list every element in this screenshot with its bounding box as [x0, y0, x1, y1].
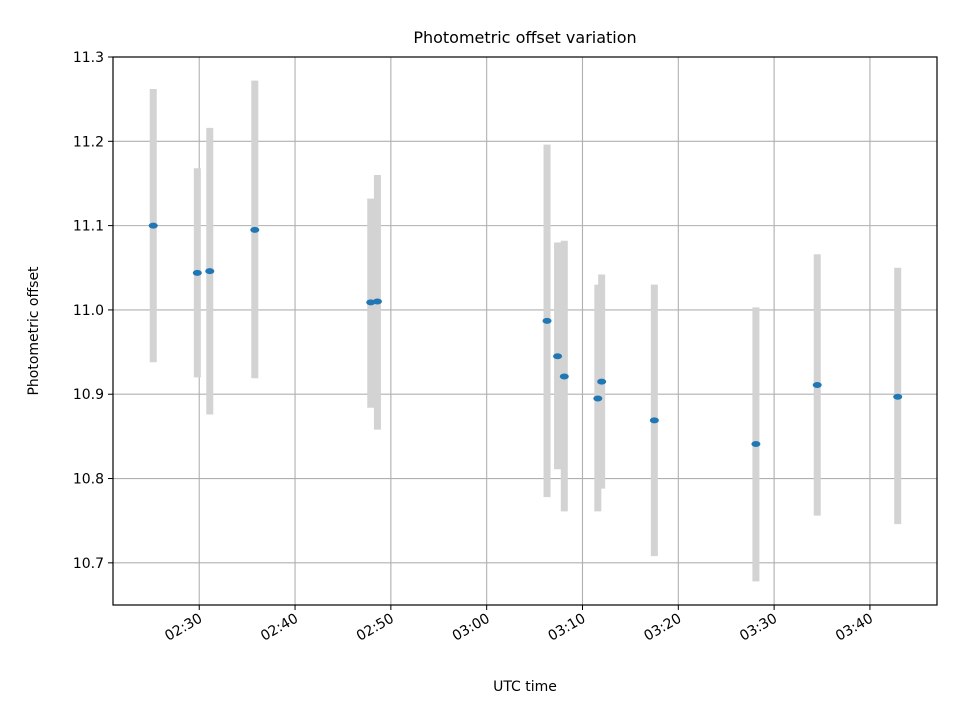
y-tick-label: 10.7 — [73, 556, 104, 572]
y-tick-label: 11.1 — [73, 219, 104, 235]
x-axis-ticks: 02:30 02:40 02:50 03:00 03:10 03:20 03:30 03:40 — [162, 605, 876, 645]
y-tick-label: 10.8 — [73, 472, 104, 488]
x-tick-label: 03:30 — [737, 611, 780, 645]
data-point — [148, 222, 158, 229]
x-tick-label: 03:10 — [546, 611, 589, 645]
x-tick-label: 03:00 — [450, 611, 493, 645]
plot-frame — [112, 56, 938, 606]
error-bars — [149, 80, 902, 582]
data-point — [597, 378, 607, 385]
x-tick-label: 02:40 — [258, 611, 301, 645]
data-point — [751, 440, 761, 447]
data-point — [593, 395, 603, 402]
grid — [113, 56, 937, 605]
y-tick-label: 11.0 — [73, 303, 104, 319]
x-tick-label: 02:50 — [354, 611, 397, 645]
x-tick-label: 03:20 — [641, 611, 684, 645]
y-tick-label: 11.2 — [73, 134, 104, 150]
y-axis-label: Photometric offset — [26, 266, 42, 396]
data-point — [205, 268, 215, 275]
data-point — [893, 393, 903, 400]
data-point — [649, 417, 659, 424]
data-point — [559, 373, 569, 380]
data-point — [553, 353, 563, 360]
data-point — [812, 381, 822, 388]
data-point — [192, 269, 202, 276]
data-point — [250, 226, 260, 233]
data-point — [366, 299, 376, 306]
chart-title: Photometric offset variation — [413, 28, 636, 47]
y-tick-label: 10.9 — [73, 387, 104, 403]
data-point — [372, 298, 382, 305]
x-tick-label: 02:30 — [162, 611, 205, 645]
y-tick-label: 11.3 — [73, 50, 104, 66]
x-axis-label: UTC time — [493, 679, 557, 695]
x-tick-label: 03:40 — [833, 611, 876, 645]
data-points — [148, 222, 903, 447]
y-axis-ticks: 10.7 10.8 10.9 11.0 11.1 11.2 11.3 — [73, 50, 113, 572]
data-point — [542, 317, 552, 324]
